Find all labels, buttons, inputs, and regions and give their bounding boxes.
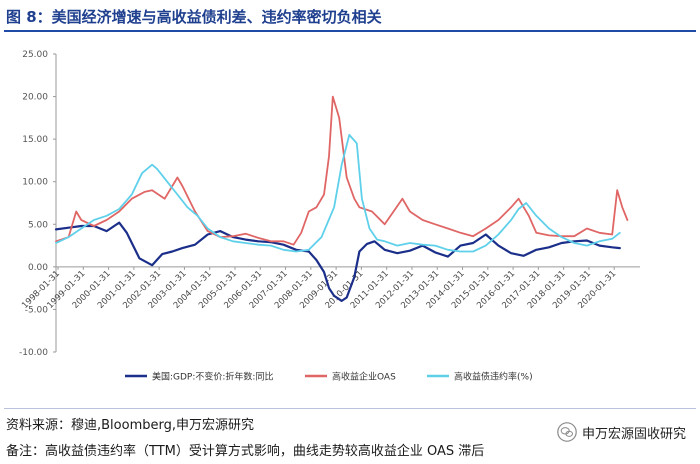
footer: 资料来源：穆迪,Bloomberg,申万宏源研究 备注：高收益债违约率（TTM）… (0, 402, 700, 464)
y-tick-label: 15.00 (22, 135, 48, 145)
watermark: 申万宏源固收研究 (557, 422, 686, 442)
watermark-label: 申万宏源固收研究 (581, 426, 686, 442)
wechat-icon (557, 422, 577, 442)
legend-label: 高收益债违约率(%) (454, 371, 533, 383)
series-lines (54, 95, 629, 302)
y-axis: 25.00 20.00 15.00 10.00 5.00 0.00 -5.00 -10.00 (19, 50, 57, 358)
legend: 美国:GDP:不变价:折年数:同比 高收益企业OAS 高收益债违约率(%) (125, 371, 533, 383)
remark-note: 备注：高收益债违约率（TTM）受计算方式影响，曲线走势较高收益企业 OAS 滞后 (6, 444, 485, 459)
y-tick-label: 0.00 (28, 263, 48, 273)
footer-divider (4, 408, 696, 409)
y-tick-label: 25.00 (22, 50, 48, 60)
title-divider (4, 30, 696, 32)
series-line-3 (55, 134, 621, 253)
series-line-1 (54, 221, 621, 302)
y-tick-label: 20.00 (22, 93, 48, 103)
chart-title: 图 8：美国经济增速与高收益债利差、违约率密切负相关 (6, 8, 382, 26)
y-tick-label: -5.00 (25, 305, 49, 315)
title-bar: 图 8：美国经济增速与高收益债利差、违约率密切负相关 (0, 0, 700, 32)
legend-label: 美国:GDP:不变价:折年数:同比 (152, 371, 273, 383)
y-tick-label: 10.00 (22, 178, 48, 188)
series-line-2 (55, 95, 629, 246)
y-tick-label: 5.00 (28, 220, 48, 230)
y-tick-label: -10.00 (19, 348, 48, 358)
source-note: 资料来源：穆迪,Bloomberg,申万宏源研究 (6, 418, 254, 433)
legend-label: 高收益企业OAS (332, 371, 396, 383)
line-chart: 25.0020.0015.0010.005.000.00-5.00-10.00 … (19, 50, 640, 383)
